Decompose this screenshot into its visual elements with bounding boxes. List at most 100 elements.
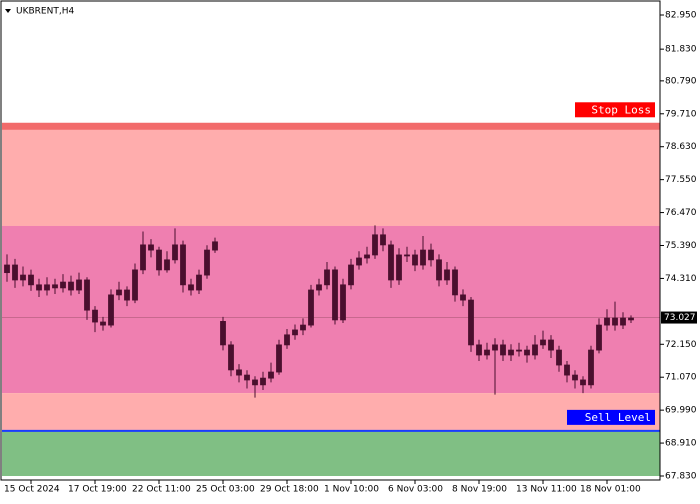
x-tick-label: 18 Nov 01:00: [580, 485, 641, 495]
candle-body: [388, 244, 394, 281]
candle-body: [628, 317, 634, 321]
candle-body: [324, 269, 330, 286]
y-tick-label: 76.470: [665, 208, 697, 218]
zone: [2, 126, 660, 226]
x-tick-label: 6 Nov 03:00: [388, 485, 443, 495]
plot-frame: [0, 0, 661, 481]
candle-body: [492, 344, 498, 351]
x-tick-label: 25 Oct 03:00: [196, 485, 255, 495]
candle-body: [84, 279, 90, 311]
candle-body: [140, 244, 146, 271]
x-tick-label: 22 Oct 11:00: [132, 485, 191, 495]
candle-body: [172, 244, 178, 261]
candle-body: [148, 244, 154, 251]
x-tick-label: 15 Oct 2024: [4, 485, 60, 495]
candle-body: [484, 349, 490, 356]
candle-body: [452, 269, 458, 296]
y-tick-label: 80.790: [665, 76, 697, 86]
candle-body: [500, 344, 506, 356]
candle-body: [268, 371, 274, 379]
candle-body: [252, 379, 258, 386]
candle-body: [292, 329, 298, 336]
candle-body: [44, 284, 50, 291]
y-tick-label: 77.550: [665, 175, 697, 185]
y-tick-label: 78.630: [665, 142, 697, 152]
candle-body: [604, 317, 610, 326]
candle-body: [156, 249, 162, 271]
candle-body: [444, 269, 450, 281]
y-tick-label: 82.950: [665, 11, 697, 21]
candle-body: [60, 281, 66, 289]
candle-body: [364, 254, 370, 259]
candle-body: [540, 339, 546, 346]
candle-body: [284, 334, 290, 346]
candle-body: [532, 344, 538, 356]
candle-body: [196, 274, 202, 291]
candle-body: [260, 377, 266, 386]
y-tick-label: 67.830: [665, 472, 697, 482]
zone: [2, 393, 660, 431]
zone: [2, 225, 660, 394]
candle-body: [236, 369, 242, 376]
y-tick-label: 72.150: [665, 340, 697, 350]
x-tick-label: 29 Oct 18:00: [260, 485, 319, 495]
candle-body: [420, 249, 426, 266]
candle-body: [572, 374, 578, 381]
candle-body: [52, 284, 58, 289]
level-label-box: [567, 409, 655, 425]
x-tick-label: 13 Nov 11:00: [516, 485, 577, 495]
candle-body: [76, 279, 82, 291]
candle-body: [132, 269, 138, 301]
candle-body: [108, 294, 114, 326]
candle-body: [220, 321, 226, 346]
candle-body: [516, 349, 522, 352]
y-tick-label: 71.070: [665, 373, 697, 383]
candle-body: [116, 289, 122, 296]
candle-body: [332, 269, 338, 321]
candle-body: [356, 257, 362, 266]
candle-body: [460, 294, 466, 301]
candle-body: [316, 284, 322, 291]
candle-body: [68, 281, 74, 291]
candle-body: [468, 299, 474, 346]
candle-body: [12, 264, 18, 281]
menu-triangle[interactable]: [5, 9, 11, 13]
candle-body: [340, 284, 346, 321]
candle-body: [36, 284, 42, 291]
candle-body: [164, 259, 170, 271]
candle-body: [308, 289, 314, 326]
candle-body: [372, 234, 378, 256]
plot-area: Stop Loss Sell Level: [2, 102, 660, 476]
candle-body: [412, 254, 418, 266]
candle-body: [556, 349, 562, 366]
candle-body: [92, 309, 98, 323]
candle-body: [404, 254, 410, 257]
candle-body: [620, 317, 626, 326]
candle-body: [204, 249, 210, 276]
candle-body: [588, 349, 594, 386]
level-label: Sell Level: [585, 411, 651, 424]
candle-body: [300, 324, 306, 331]
candle-body: [580, 379, 586, 386]
candle-body: [276, 344, 282, 373]
candle-body: [564, 364, 570, 376]
x-tick-label: 17 Oct 19:00: [68, 485, 127, 495]
candle-body: [212, 241, 218, 251]
candle-body: [20, 274, 26, 281]
candle-body: [396, 254, 402, 281]
candle-body: [476, 344, 482, 356]
chart-title: UKBRENT,H4: [16, 7, 74, 17]
candle-body: [428, 249, 434, 261]
candle-body: [596, 324, 602, 351]
x-tick-label: 1 Nov 10:00: [324, 485, 379, 495]
candle-body: [508, 349, 514, 356]
candle-body: [28, 274, 34, 286]
y-tick-label: 74.310: [665, 274, 697, 284]
candle-body: [100, 321, 106, 326]
x-tick-label: 8 Nov 19:00: [452, 485, 507, 495]
candle-body: [188, 284, 194, 291]
candle-body: [524, 349, 530, 356]
y-tick-label: 69.990: [665, 406, 697, 416]
